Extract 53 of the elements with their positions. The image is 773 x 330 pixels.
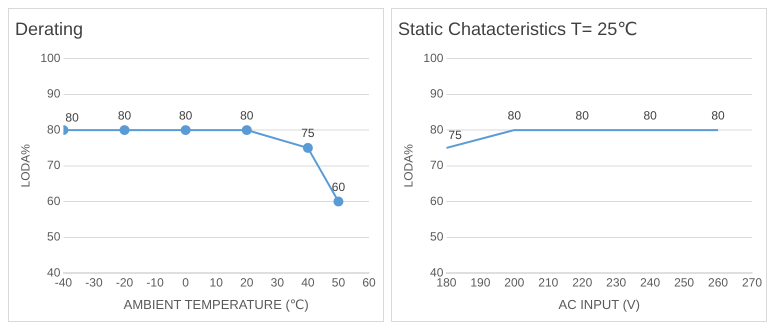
x-tick-label: 0: [182, 276, 190, 290]
x-tick-label: 260: [708, 276, 728, 290]
y-tick-label: 50: [430, 230, 444, 244]
chart-title: Derating: [15, 18, 84, 39]
data-label: 75: [448, 128, 462, 142]
y-axis-title: LODA%: [18, 144, 33, 188]
x-tick-label: 210: [538, 276, 559, 290]
y-tick-label: 70: [430, 158, 444, 172]
x-tick-label: 230: [606, 276, 627, 290]
x-tick-label: 270: [742, 276, 762, 290]
y-tick-label: 100: [423, 50, 444, 65]
x-tick-label: 250: [674, 276, 694, 290]
x-tick-label: 240: [640, 276, 660, 290]
x-tick-label: 220: [572, 276, 593, 290]
x-tick-label: 10: [210, 276, 224, 290]
point: [180, 125, 191, 136]
x-tick-label: 60: [362, 276, 376, 290]
data-label: 80: [576, 108, 590, 122]
point: [302, 142, 313, 153]
y-tick-label: 90: [430, 86, 444, 101]
data-label: 80: [118, 108, 132, 122]
y-axis-title: LODA%: [402, 144, 416, 188]
x-tick-label: 30: [270, 276, 284, 290]
y-tick-label: 90: [47, 86, 61, 101]
data-label: 80: [178, 108, 193, 122]
x-tick-label: 40: [301, 276, 315, 290]
data-label: 80: [240, 108, 254, 122]
x-tick-label: 190: [470, 276, 491, 290]
x-tick-label: 20: [240, 276, 254, 290]
data-label: 80: [65, 110, 80, 124]
x-tick-label: 50: [332, 276, 346, 290]
x-tick-label: -30: [85, 276, 103, 290]
x-tick-label: 200: [504, 276, 525, 290]
y-tick-label: 50: [47, 230, 61, 244]
x-tick-label: -10: [146, 276, 164, 290]
x-axis-title: AC INPUT (V): [558, 296, 640, 312]
x-axis-title: AMBIENT TEMPERATURE (℃): [124, 296, 309, 312]
point: [120, 125, 130, 136]
y-tick-label: 80: [47, 122, 61, 136]
data-label: 80: [643, 108, 658, 122]
data-label: 75: [301, 126, 315, 140]
data-label: 60: [332, 180, 346, 194]
y-tick-label: 60: [430, 194, 444, 208]
y-tick-label: 80: [430, 122, 444, 136]
y-tick-label: 70: [47, 158, 61, 172]
y-tick-label: 100: [40, 50, 61, 65]
x-tick-label: -20: [116, 276, 134, 290]
point: [242, 125, 252, 136]
chart-title: Static Chatacteristics T= 25℃: [398, 18, 638, 39]
point: [333, 196, 344, 207]
data-label: 80: [508, 108, 522, 122]
y-tick-label: 60: [47, 194, 61, 208]
data-label: 80: [711, 108, 726, 122]
